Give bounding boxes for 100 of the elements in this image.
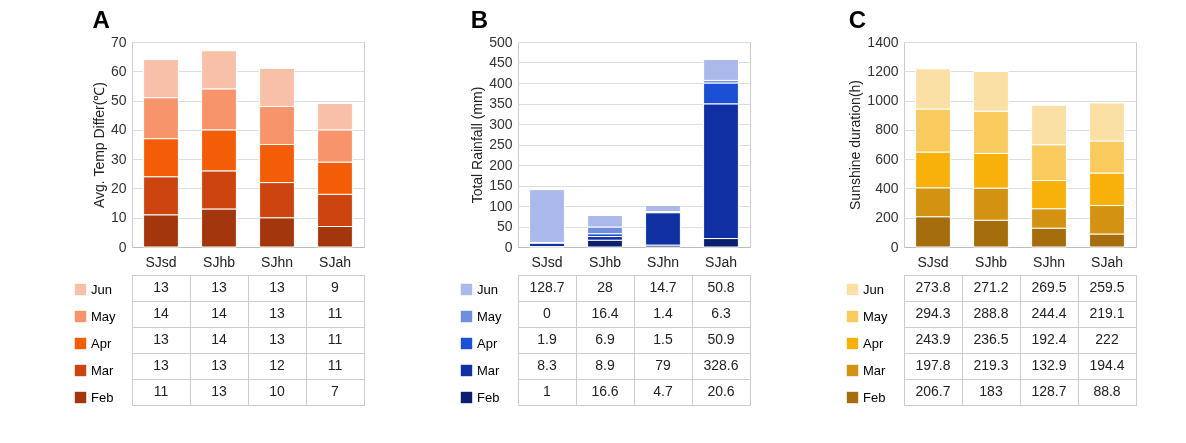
y-tick-label: 50 — [496, 218, 513, 234]
data-label: 13 — [153, 357, 169, 373]
legend-label: Mar — [477, 362, 501, 378]
chart-title: B — [470, 6, 488, 33]
data-label: 13 — [269, 279, 285, 295]
y-tick-label: 200 — [489, 156, 513, 173]
data-label: 294.3 — [915, 305, 951, 321]
legend-label: Apr — [477, 335, 498, 351]
data-label: 8.9 — [595, 357, 615, 373]
data-label: 288.8 — [973, 305, 1009, 321]
data-label: 271.2 — [973, 279, 1009, 295]
data-label: 1.9 — [537, 331, 557, 347]
y-tick-label: 70 — [110, 33, 127, 50]
data-label: 219.1 — [1089, 305, 1125, 321]
y-tick-label: 10 — [110, 209, 127, 226]
data-label: 11 — [327, 305, 343, 321]
x-tick-label: SJah — [319, 253, 351, 270]
data-label: 11 — [327, 357, 343, 373]
chart-title: A — [92, 6, 110, 33]
y-tick-label: 200 — [875, 209, 899, 226]
data-label: 13 — [269, 305, 285, 321]
legend-label: Feb — [91, 389, 114, 405]
y-tick-label: 1000 — [867, 92, 899, 109]
data-label: 6.9 — [595, 331, 615, 347]
y-tick-label: 150 — [489, 177, 513, 193]
y-tick-label: 1400 — [867, 33, 899, 50]
x-tick-label: SJsd — [531, 253, 563, 270]
data-label: 1.5 — [653, 331, 673, 347]
y-tick-label: 100 — [489, 197, 513, 214]
data-label: 4.7 — [653, 383, 673, 399]
data-label: 259.5 — [1089, 279, 1125, 295]
data-label: 206.7 — [915, 383, 951, 399]
data-label: 222 — [1095, 331, 1119, 347]
data-label: 13 — [153, 331, 169, 347]
data-label: 28 — [597, 279, 613, 295]
y-tick-label: 300 — [489, 115, 513, 132]
y-tick-label: 350 — [489, 95, 513, 111]
data-label: 16.4 — [591, 305, 619, 321]
data-label: 6.3 — [711, 305, 731, 321]
legend-label: Mar — [91, 362, 115, 378]
data-label: 192.4 — [1031, 331, 1067, 347]
y-axis-title: Avg. Temp Differ(℃) — [90, 81, 107, 209]
y-tick-label: 400 — [489, 74, 513, 91]
y-tick-label: 400 — [875, 179, 899, 196]
y-tick-label: 50 — [110, 92, 127, 109]
legend-label: Feb — [477, 389, 500, 405]
y-axis-title: Total Rainfall (mm) — [469, 86, 486, 204]
legend-label: May — [863, 308, 889, 324]
y-tick-label: 60 — [110, 62, 127, 79]
data-label: 269.5 — [1031, 279, 1067, 295]
x-tick-label: SJhn — [647, 253, 679, 270]
x-tick-label: SJah — [705, 253, 737, 270]
data-label: 219.3 — [973, 357, 1009, 373]
legend-label: May — [91, 308, 117, 324]
data-label: 13 — [153, 279, 169, 295]
legend-label: Jun — [477, 281, 498, 297]
data-label: 236.5 — [973, 331, 1009, 347]
data-label: 328.6 — [703, 357, 739, 373]
data-label: 13 — [269, 331, 285, 347]
y-tick-label: 500 — [489, 33, 513, 50]
y-tick-label: 250 — [489, 136, 513, 152]
data-label: 50.8 — [707, 279, 735, 295]
x-tick-label: SJhb — [589, 253, 622, 270]
data-label: 13 — [211, 357, 227, 373]
legend-label: Mar — [863, 362, 887, 378]
data-label: 1.4 — [653, 305, 673, 321]
x-tick-label: SJsd — [145, 253, 177, 270]
y-tick-label: 0 — [118, 238, 127, 255]
data-label: 14 — [211, 305, 227, 321]
y-tick-label: 40 — [110, 121, 127, 138]
data-label: 14 — [211, 331, 227, 347]
legend-label: Jun — [863, 281, 884, 297]
data-label: 11 — [327, 331, 343, 347]
data-label: 50.9 — [707, 331, 735, 347]
data-label: 88.8 — [1093, 383, 1121, 399]
data-label: 7 — [331, 383, 340, 399]
data-label: 183 — [979, 383, 1003, 399]
y-tick-label: 0 — [890, 238, 899, 255]
data-label: 14 — [153, 305, 169, 321]
data-label: 13 — [211, 383, 227, 399]
data-label: 20.6 — [707, 383, 735, 399]
data-label: 194.4 — [1089, 357, 1125, 373]
data-label: 1 — [543, 383, 552, 399]
data-label: 12 — [269, 357, 285, 373]
data-label: 13 — [211, 279, 227, 295]
legend-label: Feb — [863, 389, 886, 405]
y-tick-label: 600 — [875, 150, 899, 167]
data-label: 132.9 — [1031, 357, 1067, 373]
x-tick-label: SJhb — [975, 253, 1008, 270]
data-label: 128.7 — [1031, 383, 1067, 399]
x-tick-label: SJhn — [1033, 253, 1065, 270]
data-label: 244.4 — [1031, 305, 1067, 321]
legend-label: Apr — [863, 335, 884, 351]
data-label: 16.6 — [591, 383, 619, 399]
y-tick-label: 800 — [875, 121, 899, 138]
data-label: 128.7 — [529, 279, 565, 295]
legend-label: Apr — [91, 335, 112, 351]
x-tick-label: SJhn — [261, 253, 293, 270]
y-axis-title: Sunshine duration(h) — [847, 80, 864, 210]
data-label: 9 — [331, 279, 340, 295]
